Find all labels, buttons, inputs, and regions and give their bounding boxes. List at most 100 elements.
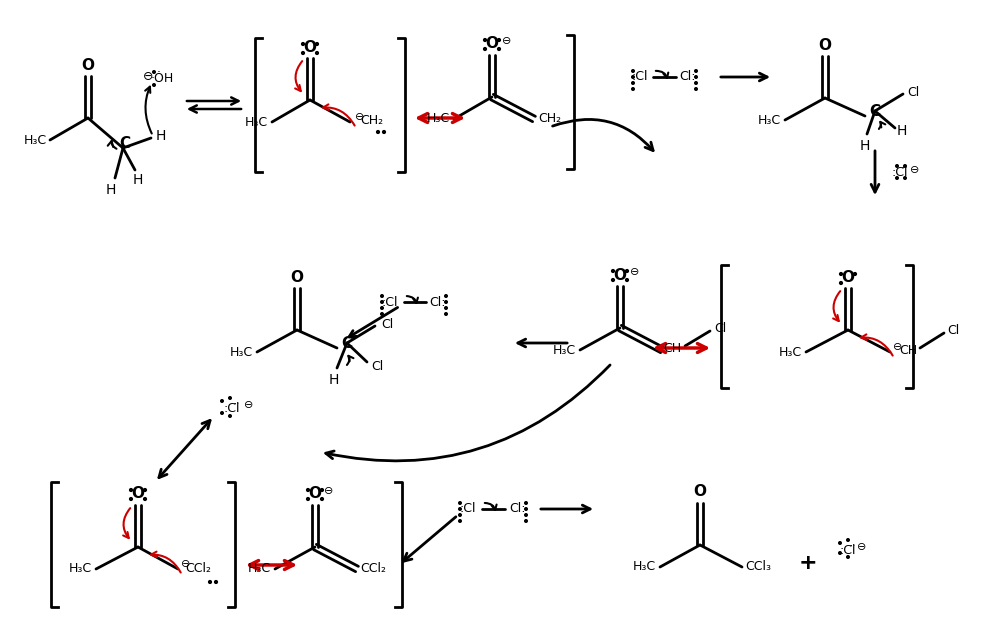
Circle shape bbox=[459, 508, 461, 511]
Circle shape bbox=[229, 397, 231, 399]
Text: H: H bbox=[133, 173, 143, 187]
Circle shape bbox=[695, 75, 697, 79]
Text: Cl:: Cl: bbox=[430, 295, 446, 309]
Text: O: O bbox=[842, 270, 854, 284]
Text: O: O bbox=[308, 486, 322, 502]
Circle shape bbox=[525, 508, 527, 511]
Circle shape bbox=[839, 551, 841, 554]
Circle shape bbox=[840, 273, 842, 275]
Circle shape bbox=[525, 502, 527, 504]
Circle shape bbox=[459, 514, 461, 516]
Circle shape bbox=[904, 165, 906, 167]
Circle shape bbox=[612, 279, 614, 281]
Text: C: C bbox=[341, 335, 353, 351]
Text: Cl: Cl bbox=[371, 360, 383, 373]
Text: ·ȮH: ·ȮH bbox=[150, 72, 174, 86]
Text: H: H bbox=[329, 373, 339, 387]
Circle shape bbox=[307, 498, 309, 500]
Circle shape bbox=[840, 282, 842, 284]
Text: H₃C: H₃C bbox=[229, 346, 253, 358]
Text: ⊖: ⊖ bbox=[502, 36, 512, 46]
Circle shape bbox=[498, 47, 500, 50]
Text: CCl₃: CCl₃ bbox=[745, 560, 771, 573]
Text: +: + bbox=[799, 553, 817, 573]
Text: Cl:: Cl: bbox=[510, 502, 526, 516]
Circle shape bbox=[525, 514, 527, 516]
Text: C: C bbox=[119, 137, 131, 151]
Text: ⊖: ⊖ bbox=[857, 542, 867, 552]
Text: :Cl: :Cl bbox=[382, 295, 398, 309]
Text: CCl₂: CCl₂ bbox=[360, 562, 386, 576]
Text: ⊖: ⊖ bbox=[910, 165, 920, 175]
Circle shape bbox=[484, 47, 486, 50]
Text: H₃C: H₃C bbox=[632, 560, 656, 573]
Circle shape bbox=[695, 88, 697, 90]
Circle shape bbox=[632, 82, 634, 84]
Text: H₃C: H₃C bbox=[552, 344, 576, 357]
Circle shape bbox=[445, 307, 447, 309]
Circle shape bbox=[221, 400, 223, 403]
Text: CH: CH bbox=[899, 344, 917, 357]
Circle shape bbox=[302, 43, 304, 45]
Text: C: C bbox=[869, 104, 881, 118]
Text: Cl: Cl bbox=[714, 323, 726, 335]
Text: H: H bbox=[156, 129, 166, 143]
Circle shape bbox=[153, 84, 155, 86]
Circle shape bbox=[695, 70, 697, 72]
Circle shape bbox=[896, 165, 898, 167]
Text: O: O bbox=[82, 59, 94, 73]
Circle shape bbox=[484, 38, 486, 42]
Circle shape bbox=[221, 412, 223, 414]
Text: O: O bbox=[614, 268, 626, 282]
Text: :Cl̈: :Cl̈ bbox=[892, 167, 908, 180]
Circle shape bbox=[130, 489, 132, 491]
Text: O: O bbox=[818, 38, 832, 52]
Circle shape bbox=[445, 312, 447, 315]
Circle shape bbox=[383, 130, 385, 134]
Circle shape bbox=[377, 130, 379, 134]
Circle shape bbox=[209, 581, 211, 583]
Circle shape bbox=[612, 270, 614, 272]
Text: ⊖: ⊖ bbox=[244, 400, 254, 410]
Circle shape bbox=[445, 295, 447, 297]
Text: Cl: Cl bbox=[947, 325, 959, 337]
Text: H₃C: H₃C bbox=[244, 116, 268, 128]
Text: CH: CH bbox=[663, 343, 681, 355]
Circle shape bbox=[381, 295, 383, 297]
Circle shape bbox=[632, 88, 634, 90]
Circle shape bbox=[381, 307, 383, 309]
Circle shape bbox=[381, 301, 383, 304]
Text: ⊖: ⊖ bbox=[324, 486, 334, 496]
Circle shape bbox=[144, 489, 146, 491]
Text: H₃C: H₃C bbox=[247, 562, 271, 576]
Circle shape bbox=[459, 502, 461, 504]
Text: H₃C: H₃C bbox=[778, 346, 802, 358]
Circle shape bbox=[847, 556, 849, 558]
Text: O: O bbox=[290, 270, 304, 284]
Circle shape bbox=[307, 489, 309, 491]
Circle shape bbox=[302, 52, 304, 54]
Text: ⊖: ⊖ bbox=[355, 112, 365, 122]
Text: CCl₂: CCl₂ bbox=[185, 562, 211, 574]
Text: O: O bbox=[694, 484, 706, 500]
Circle shape bbox=[626, 270, 628, 272]
Circle shape bbox=[632, 75, 634, 79]
Circle shape bbox=[459, 520, 461, 522]
Circle shape bbox=[896, 177, 898, 180]
Circle shape bbox=[316, 43, 318, 45]
Text: ⊖: ⊖ bbox=[893, 342, 903, 352]
Text: H: H bbox=[106, 183, 116, 197]
Text: H: H bbox=[897, 124, 907, 138]
Text: Cl: Cl bbox=[907, 86, 919, 98]
Text: Cl:: Cl: bbox=[680, 70, 696, 84]
Circle shape bbox=[626, 279, 628, 281]
Circle shape bbox=[229, 415, 231, 417]
Text: :Cl: :Cl bbox=[460, 502, 476, 516]
Text: CH₂: CH₂ bbox=[538, 112, 562, 125]
Circle shape bbox=[445, 301, 447, 304]
Text: :Cl̈: :Cl̈ bbox=[224, 401, 240, 415]
Text: CH₂: CH₂ bbox=[360, 114, 384, 128]
Text: O: O bbox=[132, 486, 144, 502]
Text: H₃C: H₃C bbox=[426, 112, 450, 125]
Text: :Cl̈: :Cl̈ bbox=[840, 544, 856, 557]
